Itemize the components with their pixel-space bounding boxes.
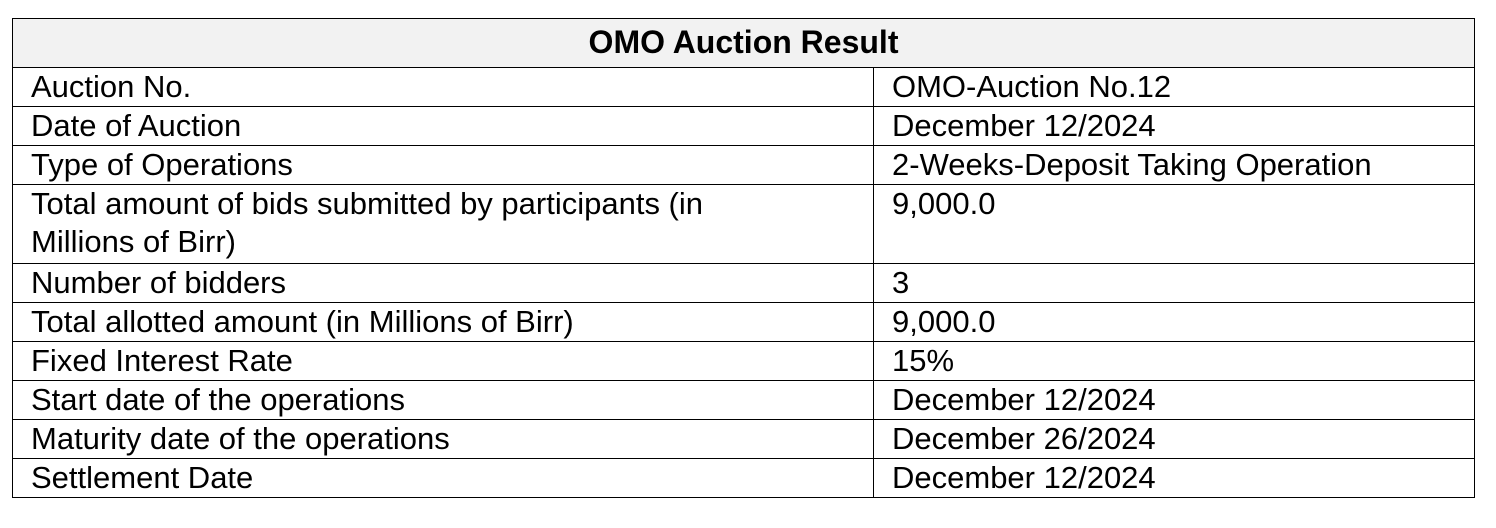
- row-label: Auction No.: [12, 67, 874, 107]
- row-value: 3: [872, 263, 1476, 303]
- table-row-total-allotted: Total allotted amount (in Millions of Bi…: [12, 302, 1476, 342]
- row-value: December 12/2024: [872, 458, 1476, 498]
- row-value: 2-Weeks-Deposit Taking Operation: [872, 145, 1476, 185]
- omo-auction-result-table: OMO Auction Result Auction No. OMO-Aucti…: [11, 18, 1476, 498]
- table-row-start-date: Start date of the operations December 12…: [12, 380, 1476, 420]
- row-value: 9,000.0: [872, 184, 1476, 264]
- row-value: 15%: [872, 341, 1476, 381]
- row-label: Number of bidders: [12, 263, 874, 303]
- row-label: Type of Operations: [12, 145, 874, 185]
- row-label: Total allotted amount (in Millions of Bi…: [12, 302, 874, 342]
- row-value: OMO-Auction No.12: [872, 67, 1476, 107]
- row-label: Fixed Interest Rate: [12, 341, 874, 381]
- table-row-fixed-interest-rate: Fixed Interest Rate 15%: [12, 341, 1476, 381]
- row-value: December 12/2024: [872, 380, 1476, 420]
- row-value: December 12/2024: [872, 106, 1476, 146]
- row-label: Start date of the operations: [12, 380, 874, 420]
- row-value: December 26/2024: [872, 419, 1476, 459]
- row-label: Date of Auction: [12, 106, 874, 146]
- table-row-total-bids: Total amount of bids submitted by partic…: [12, 184, 1476, 264]
- row-label: Total amount of bids submitted by partic…: [12, 184, 874, 264]
- table-row-date-of-auction: Date of Auction December 12/2024: [12, 106, 1476, 146]
- row-label: Maturity date of the operations: [12, 419, 874, 459]
- table-title-row: OMO Auction Result: [11, 18, 1476, 68]
- table-title: OMO Auction Result: [11, 18, 1476, 68]
- row-label: Settlement Date: [12, 458, 874, 498]
- table-row-auction-no: Auction No. OMO-Auction No.12: [12, 67, 1476, 107]
- row-value: 9,000.0: [872, 302, 1476, 342]
- table-row-type-of-operations: Type of Operations 2-Weeks-Deposit Takin…: [12, 145, 1476, 185]
- table-row-settlement-date: Settlement Date December 12/2024: [12, 458, 1476, 498]
- table-row-maturity-date: Maturity date of the operations December…: [12, 419, 1476, 459]
- table-row-number-of-bidders: Number of bidders 3: [12, 263, 1476, 303]
